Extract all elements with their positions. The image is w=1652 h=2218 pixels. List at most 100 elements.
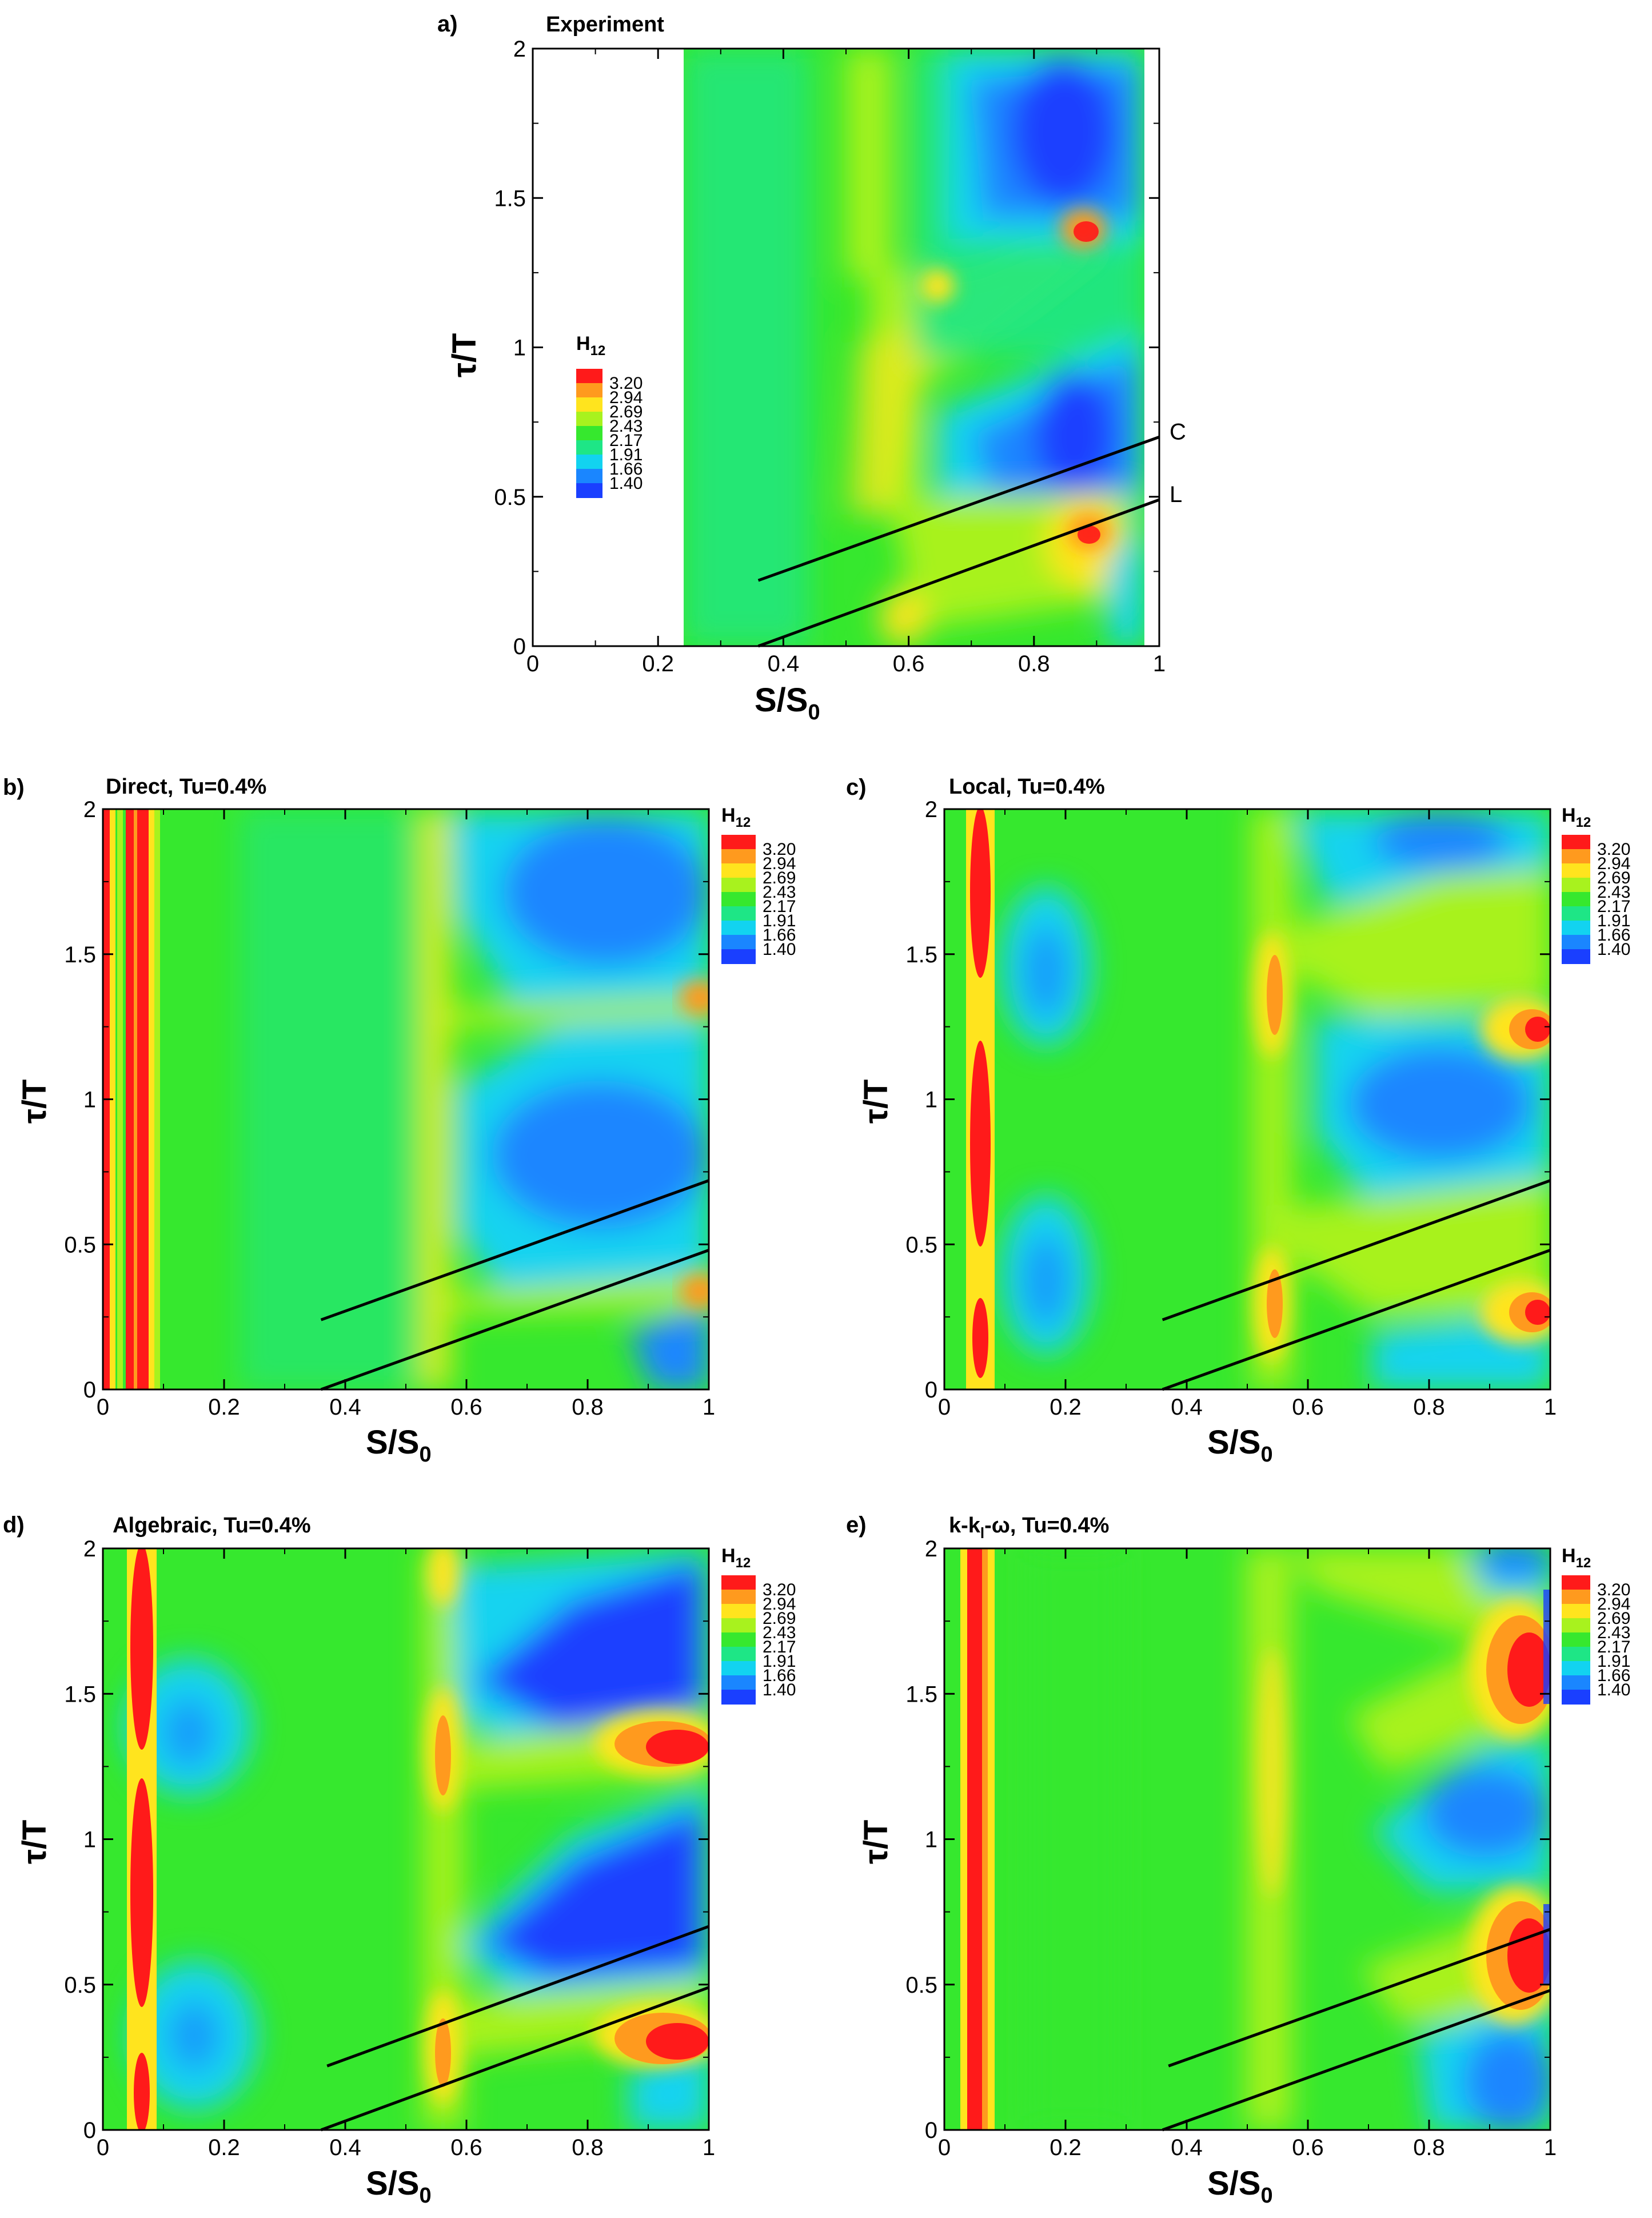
- reference-line: [320, 1179, 709, 1321]
- legend-swatch: [721, 1604, 756, 1619]
- panel-direct: b) Direct, Tu=0.4%: [3, 775, 796, 1467]
- legend-swatch: [1562, 949, 1590, 964]
- x-tick-label: 0.4: [329, 1395, 361, 1420]
- legend-level-label: 2.94: [763, 854, 796, 873]
- legend-level-label: 1.66: [1597, 926, 1630, 945]
- y-tick-label: 0.5: [64, 1232, 96, 1257]
- y-tick-label: 0.5: [494, 485, 526, 510]
- x-tick-label: 0.6: [450, 2135, 482, 2160]
- y-tick-label: 0: [925, 2118, 937, 2143]
- legend-level-label: 1.40: [1597, 1681, 1630, 1699]
- legend-level-label: 1.91: [1597, 911, 1630, 930]
- x-tick-label: 0.8: [1413, 2135, 1445, 2160]
- legend-swatch: [721, 1590, 756, 1604]
- y-tick-label: 1.5: [905, 942, 937, 967]
- x-tick-label: 0: [526, 651, 539, 676]
- y-tick-label: 0: [83, 2118, 96, 2143]
- x-tick-label: 0.2: [1050, 2135, 1082, 2160]
- legend-level-label: 2.17: [763, 897, 796, 916]
- legend-swatch: [576, 469, 602, 484]
- reference-lines-e: [1162, 1928, 1551, 2132]
- legend-level-label: 2.17: [609, 431, 643, 450]
- x-tick-label: 0: [938, 2135, 951, 2160]
- legend-level-label: 1.40: [763, 940, 796, 959]
- y-tick-label: 2: [83, 797, 96, 822]
- legend-swatch: [721, 1690, 756, 1705]
- legend-swatch: [1562, 849, 1590, 864]
- legend-level-label: 2.69: [609, 403, 643, 421]
- legend-level-label: 2.69: [763, 1609, 796, 1628]
- reference-line: [320, 1986, 709, 2132]
- legend-level-label: 2.17: [1597, 897, 1630, 916]
- y-tick-label: 2: [925, 797, 937, 822]
- legend-level-label: 2.94: [1597, 854, 1630, 873]
- legend-swatch: [721, 1632, 756, 1647]
- legend-level-label: 2.94: [763, 1595, 796, 1614]
- legend-swatch: [721, 949, 756, 964]
- panel-letter-a: a): [437, 11, 458, 37]
- y-tick-label: 1: [513, 336, 526, 361]
- reference-line: [1168, 1928, 1551, 2068]
- legend-swatch: [721, 935, 756, 950]
- x-tick-label: 0.6: [1292, 1395, 1324, 1420]
- legend-level-label: 2.94: [1597, 1595, 1630, 1614]
- legend-swatch: [1562, 1647, 1590, 1662]
- legend-title: H12: [1562, 805, 1591, 830]
- panel-local: c) Local, Tu=0.4%: [846, 775, 1630, 1467]
- legend-level-label: 2.94: [609, 388, 643, 407]
- legend-swatch: [721, 921, 756, 935]
- reference-line: [1162, 1179, 1551, 1321]
- legend-swatch: [576, 483, 602, 498]
- x-tick-label: 0.2: [642, 651, 674, 676]
- legend-level-label: 1.91: [1597, 1652, 1630, 1671]
- legend-swatch: [721, 1618, 756, 1633]
- x-tick-label: 0: [97, 2135, 109, 2160]
- reference-line: [1162, 1249, 1551, 1391]
- y-tick-label: 1: [83, 1827, 96, 1853]
- x-tick-label: 0: [938, 1395, 951, 1420]
- legend-level-label: 1.40: [763, 1681, 796, 1699]
- legend-level-label: 1.91: [763, 911, 796, 930]
- legend-swatch: [1562, 878, 1590, 893]
- reference-lines-a: CL: [757, 419, 1186, 648]
- x-tick-label: 0.4: [1171, 1395, 1203, 1420]
- legend-level-label: 1.91: [763, 1652, 796, 1671]
- panel-letter-b: b): [3, 775, 25, 800]
- reference-lines-c: [1162, 1179, 1551, 1391]
- legend-level-label: 2.43: [763, 883, 796, 902]
- legend-swatch: [576, 412, 602, 427]
- contour-field-d: [103, 1548, 709, 2130]
- y-tick-label: 1: [925, 1088, 937, 1113]
- y-tick-label: 1: [925, 1827, 937, 1853]
- legend-level-label: 1.66: [763, 926, 796, 945]
- y-tick-label: 1.5: [905, 1682, 937, 1707]
- reference-lines-d: [320, 1925, 709, 2132]
- legend-level-label: 3.20: [1597, 840, 1630, 859]
- y-tick-label: 2: [925, 1536, 937, 1562]
- legend-swatch: [576, 369, 602, 384]
- x-tick-label: 1: [1544, 1395, 1557, 1420]
- reference-line: [757, 498, 1160, 648]
- legend-swatch: [576, 426, 602, 441]
- legend-swatch: [1562, 1590, 1590, 1604]
- y-axis-label-b: τ/T: [16, 1080, 53, 1124]
- panel-k-kl-omega: e) k-kl-ω, Tu=0.4%: [846, 1512, 1630, 2208]
- x-tick-label: 0.8: [572, 1395, 604, 1420]
- legend-level-label: 2.43: [1597, 1623, 1630, 1642]
- y-tick-label: 0: [513, 634, 526, 659]
- legend-swatch: [576, 440, 602, 455]
- legend-level-label: 3.20: [763, 840, 796, 859]
- legend-swatch: [1562, 863, 1590, 878]
- legend-level-label: 2.69: [1597, 1609, 1630, 1628]
- y-tick-label: 1: [83, 1088, 96, 1113]
- legend-swatch: [1562, 1675, 1590, 1690]
- legend-swatch: [1562, 1632, 1590, 1647]
- legend-level-label: 2.43: [1597, 883, 1630, 902]
- x-tick-label: 0.4: [768, 651, 800, 676]
- panel-letter-d: d): [3, 1512, 25, 1538]
- x-tick-label: 0.6: [450, 1395, 482, 1420]
- x-axis-label-d: S/S0: [366, 2165, 432, 2208]
- legend-title: H12: [721, 805, 751, 830]
